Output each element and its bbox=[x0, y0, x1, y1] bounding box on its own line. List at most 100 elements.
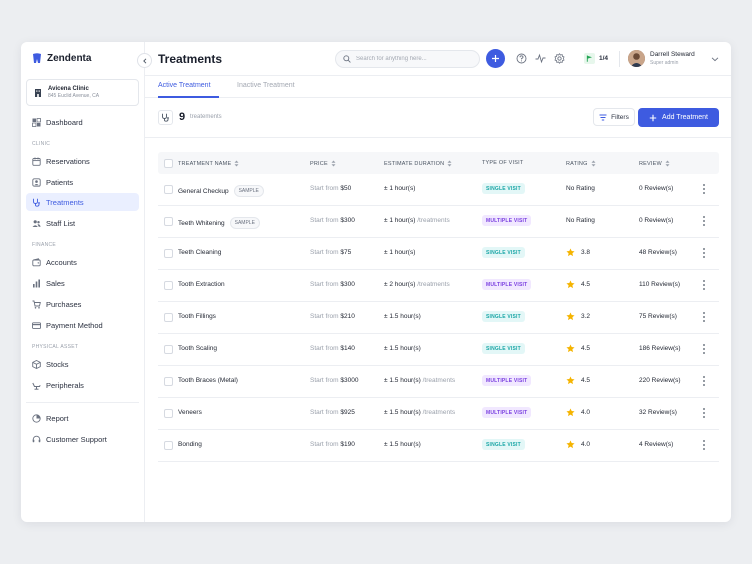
price-value: $75 bbox=[340, 249, 352, 256]
table-row[interactable]: Teeth Cleaning Start from $75 ± 1 hour(s) S… bbox=[158, 238, 719, 270]
more-options-icon[interactable] bbox=[700, 311, 708, 323]
table-row[interactable]: Veneers Start from $925 ± 1.5 hour(s) /tre… bbox=[158, 398, 719, 430]
treatment-name-cell: Veneers bbox=[178, 409, 202, 416]
review-count: 110 Review(s) bbox=[639, 281, 681, 288]
row-checkbox[interactable] bbox=[164, 441, 173, 450]
duration-cell: ± 2 hour(s) /treatments bbox=[384, 281, 450, 288]
price-value: $3000 bbox=[340, 377, 359, 384]
treatment-count-label: treatements bbox=[190, 114, 222, 120]
table-row[interactable]: Bonding Start from $190 ± 1.5 hour(s) SINGL… bbox=[158, 430, 719, 462]
more-options-icon[interactable] bbox=[700, 279, 708, 291]
filters-button[interactable]: Filters bbox=[593, 108, 635, 126]
more-options-icon[interactable] bbox=[700, 343, 708, 355]
quick-add-button[interactable] bbox=[486, 49, 505, 68]
row-checkbox[interactable] bbox=[164, 281, 173, 290]
chevron-down-icon[interactable] bbox=[711, 55, 719, 63]
table-row[interactable]: General Checkup SAMPLE Start from $50 ± 1 h… bbox=[158, 174, 719, 206]
more-options-icon[interactable] bbox=[700, 247, 708, 259]
table-row[interactable]: Tooth Braces (Metal) Start from $3000 ± 1.… bbox=[158, 366, 719, 398]
more-options-icon[interactable] bbox=[700, 407, 708, 419]
review-count: 32 Review(s) bbox=[639, 409, 677, 416]
sidebar-item-label: Reservations bbox=[46, 156, 90, 166]
price-prefix: Start from bbox=[310, 313, 339, 320]
table-row[interactable]: Tooth Scaling Start from $140 ± 1.5 hour(s… bbox=[158, 334, 719, 366]
dashboard-icon bbox=[32, 117, 41, 127]
sidebar-item-dashboard[interactable]: Dashboard bbox=[26, 113, 139, 131]
column-header-review[interactable]: REVIEW bbox=[639, 160, 670, 167]
sample-badge: SAMPLE bbox=[233, 185, 264, 197]
sort-icon bbox=[234, 160, 239, 167]
row-checkbox[interactable] bbox=[164, 249, 173, 258]
treatment-name-cell: Teeth Whitening SAMPLE bbox=[178, 217, 260, 229]
row-checkbox[interactable] bbox=[164, 345, 173, 354]
table-header: TREATMENT NAME PRICE ESTIMATE DURATION T… bbox=[158, 152, 719, 174]
sidebar-item-reservations[interactable]: Reservations bbox=[26, 152, 139, 170]
price-prefix: Start from bbox=[310, 217, 339, 224]
price-cell: Start from $925 bbox=[310, 409, 355, 416]
search-input[interactable] bbox=[356, 56, 466, 62]
sidebar-item-treatments[interactable]: Treatments bbox=[26, 193, 139, 211]
help-icon[interactable] bbox=[516, 53, 527, 64]
sidebar-item-purchases[interactable]: Purchases bbox=[26, 295, 139, 313]
more-options-icon[interactable] bbox=[700, 183, 708, 195]
row-checkbox[interactable] bbox=[164, 185, 173, 194]
user-name: Darrell Steward bbox=[650, 51, 695, 58]
clinic-selector[interactable]: Avicena Clinic 845 Euclid Avenue, CA bbox=[26, 79, 139, 106]
star-icon bbox=[566, 344, 575, 353]
column-header-rating[interactable]: RATING bbox=[566, 160, 596, 167]
row-checkbox[interactable] bbox=[164, 409, 173, 418]
price-cell: Start from $140 bbox=[310, 345, 355, 352]
tab-inactive-treatment[interactable]: Inactive Treatment bbox=[237, 82, 295, 89]
sidebar-item-peripherals[interactable]: Peripherals bbox=[26, 376, 139, 394]
visit-type-badge: SINGLE VISIT bbox=[482, 311, 525, 322]
treatment-name: Teeth Cleaning bbox=[178, 249, 222, 256]
settings-icon[interactable] bbox=[554, 53, 565, 64]
review-count: 0 Review(s) bbox=[639, 217, 674, 224]
sidebar-item-payment-method[interactable]: Payment Method bbox=[26, 316, 139, 334]
sidebar-item-staff-list[interactable]: Staff List bbox=[26, 214, 139, 232]
row-checkbox[interactable] bbox=[164, 217, 173, 226]
more-options-icon[interactable] bbox=[700, 215, 708, 227]
top-bar: Treatments 1/4 Darrell Steward Super adm… bbox=[145, 42, 731, 76]
add-treatment-button[interactable]: Add Treatment bbox=[638, 108, 719, 127]
rating-value: 4.0 bbox=[581, 441, 591, 448]
column-header-duration[interactable]: ESTIMATE DURATION bbox=[384, 160, 452, 167]
table-row[interactable]: Tooth Fillings Start from $210 ± 1.5 hour(… bbox=[158, 302, 719, 334]
more-options-icon[interactable] bbox=[700, 439, 708, 451]
duration-value: ± 2 hour(s) bbox=[384, 281, 416, 288]
patient-icon bbox=[32, 177, 41, 187]
sidebar-item-sales[interactable]: Sales bbox=[26, 274, 139, 292]
row-checkbox[interactable] bbox=[164, 377, 173, 386]
clinic-name: Avicena Clinic bbox=[48, 86, 89, 92]
column-header-name[interactable]: TREATMENT NAME bbox=[178, 160, 239, 167]
activity-icon[interactable] bbox=[535, 53, 546, 64]
sidebar-collapse-button[interactable] bbox=[137, 53, 152, 68]
sidebar-item-label: Accounts bbox=[46, 257, 77, 267]
duration-value: ± 1.5 hour(s) bbox=[384, 377, 421, 384]
select-all-checkbox[interactable] bbox=[164, 159, 173, 168]
treatment-name-cell: Tooth Fillings bbox=[178, 313, 216, 320]
search-box[interactable] bbox=[335, 50, 480, 68]
nav-section-clinic: CLINIC bbox=[32, 141, 51, 147]
clinic-address: 845 Euclid Avenue, CA bbox=[48, 93, 100, 99]
treatment-name: Bonding bbox=[178, 441, 202, 448]
sidebar-item-accounts[interactable]: Accounts bbox=[26, 253, 139, 271]
user-avatar[interactable] bbox=[628, 50, 645, 67]
sidebar-item-stocks[interactable]: Stocks bbox=[26, 355, 139, 373]
sidebar-item-report[interactable]: Report bbox=[26, 409, 139, 427]
rating-value: No Rating bbox=[566, 185, 595, 192]
more-options-icon[interactable] bbox=[700, 375, 708, 387]
table-row[interactable]: Teeth Whitening SAMPLE Start from $300 ± 1 … bbox=[158, 206, 719, 238]
sidebar-item-label: Purchases bbox=[46, 299, 82, 309]
table-row[interactable]: Tooth Extraction Start from $300 ± 2 hour(… bbox=[158, 270, 719, 302]
row-checkbox[interactable] bbox=[164, 313, 173, 322]
price-prefix: Start from bbox=[310, 409, 339, 416]
sidebar-item-patients[interactable]: Patients bbox=[26, 173, 139, 191]
sidebar-item-customer-support[interactable]: Customer Support bbox=[26, 430, 139, 448]
duration-cell: ± 1.5 hour(s) bbox=[384, 313, 421, 320]
column-header-price[interactable]: PRICE bbox=[310, 160, 336, 167]
app-logo[interactable]: Zendenta bbox=[32, 53, 91, 64]
tab-active-treatment[interactable]: Active Treatment bbox=[158, 82, 211, 89]
progress-flag[interactable]: 1/4 bbox=[584, 53, 608, 64]
sidebar-divider bbox=[26, 402, 139, 403]
